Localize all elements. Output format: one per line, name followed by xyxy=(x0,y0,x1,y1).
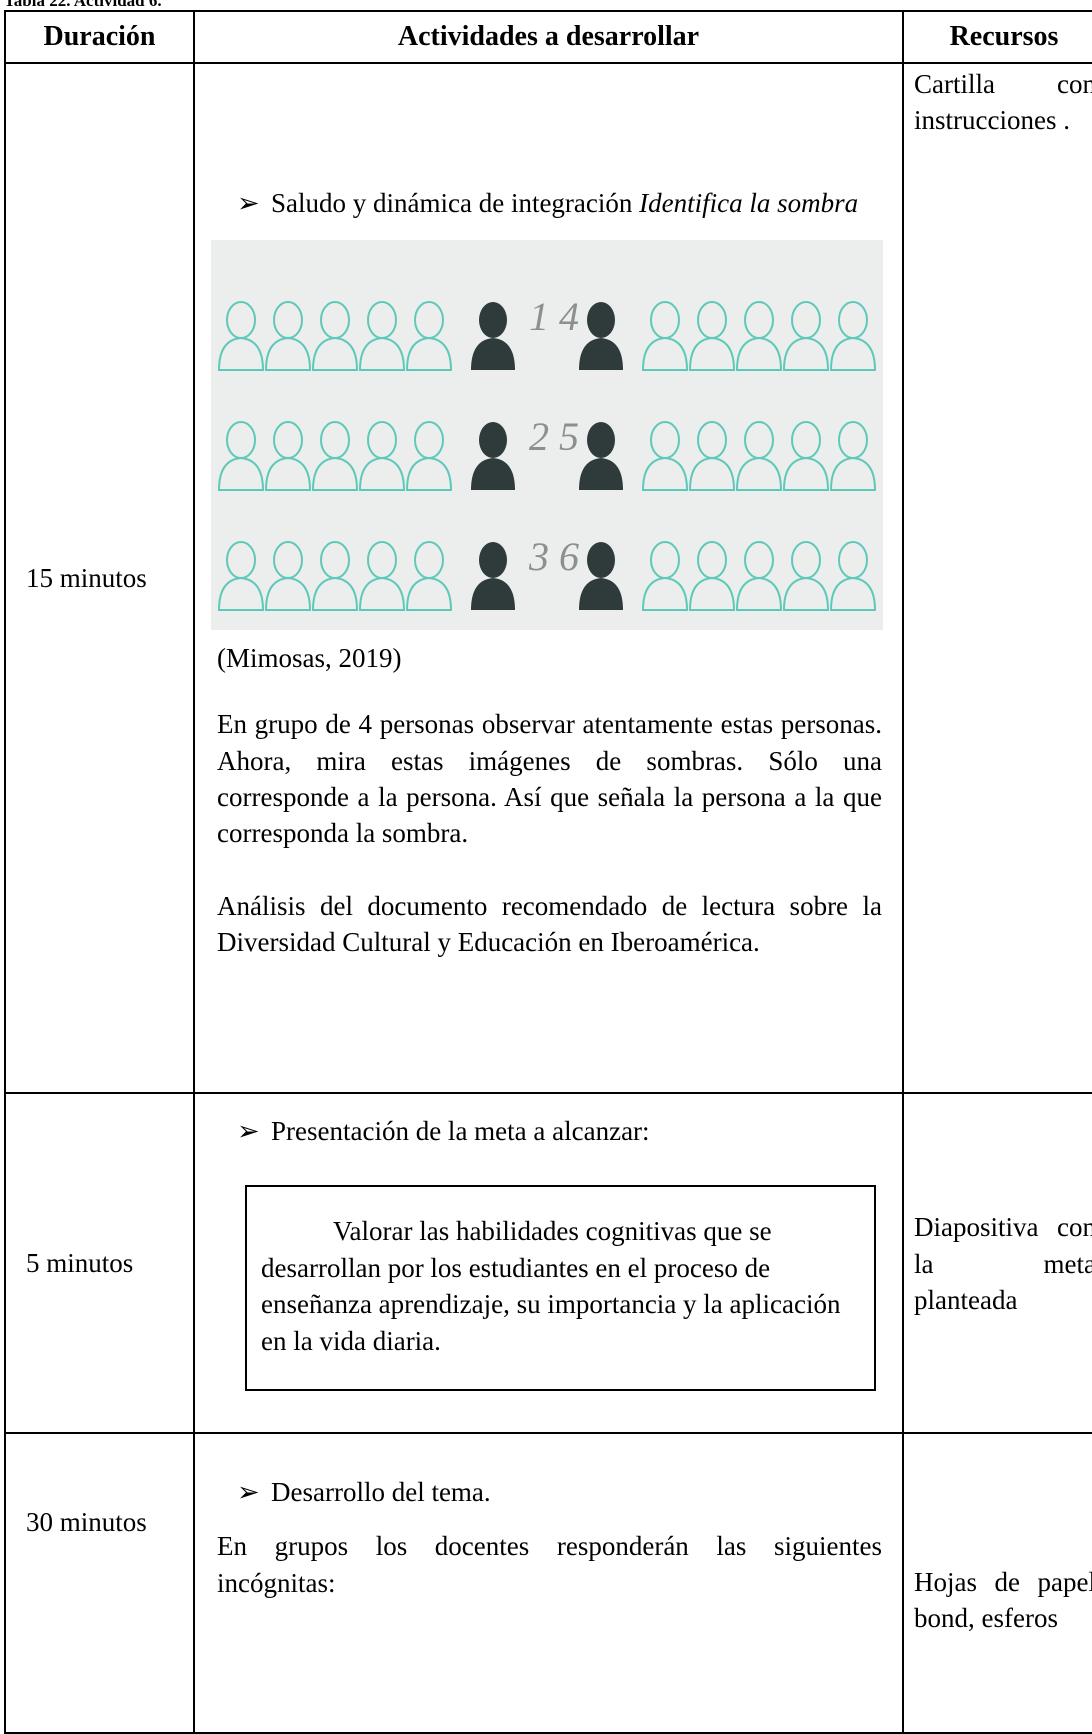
silhouette xyxy=(471,337,515,370)
header: Actividades a desarrollar xyxy=(193,10,904,64)
shadow-number: 2 xyxy=(529,414,549,459)
person-head xyxy=(697,540,727,579)
shadow-number: 5 xyxy=(559,414,579,459)
silhouette-head xyxy=(479,421,507,458)
resources: Diapositiva con la meta planteada xyxy=(902,1092,1092,1434)
duration: 15 minutos xyxy=(4,62,195,1094)
person-head xyxy=(697,300,727,339)
person-head xyxy=(650,420,680,459)
silhouette-head xyxy=(587,421,615,458)
bullet-item: ➢ Presentación de la meta a alcanzar: xyxy=(217,1113,882,1149)
person-head xyxy=(838,300,868,339)
bullet-emphasis: Identifica la sombra xyxy=(639,188,859,219)
shadow-number: 4 xyxy=(559,294,579,339)
silhouette-head xyxy=(587,301,615,338)
paragraph: En grupo de 4 personas observar atentame… xyxy=(217,709,882,849)
goal-box: Valorar las habilidades cognitivas que s… xyxy=(245,1185,876,1392)
activities: ➢ Presentación de la meta a alcanzar: Val… xyxy=(193,1092,904,1434)
bullet-text: Saludo y dinámica de integración xyxy=(271,188,633,219)
person-head xyxy=(414,540,444,579)
caption: (Mimosas, 2019) xyxy=(217,642,402,673)
person-head xyxy=(320,300,350,339)
bullet-text: Saludo y dinámica de integración Identif… xyxy=(271,185,858,221)
person-head xyxy=(838,420,868,459)
person-head xyxy=(367,300,397,339)
activity-table: Duración Actividades a desarrollar Recur… xyxy=(4,10,1092,1734)
shadow-number: 6 xyxy=(559,534,579,579)
shadow-image: 1 4 2 5 3 6 xyxy=(211,239,883,630)
resources: Cartilla con instrucciones . xyxy=(902,62,1092,1094)
person-head xyxy=(744,420,774,459)
activities: ➢ Saludo y dinámica de integración Identi… xyxy=(193,62,904,1094)
silhouette-head xyxy=(479,541,507,578)
silhouette-head xyxy=(479,301,507,338)
person-head xyxy=(226,300,256,339)
person-head xyxy=(744,540,774,579)
row: 5 minutos ➢ Presentación de la meta a alc… xyxy=(4,1092,1092,1434)
person-head xyxy=(320,420,350,459)
person-head xyxy=(414,420,444,459)
person-head xyxy=(838,540,868,579)
page: Tabla 22. Actividad 6. Duración Activida… xyxy=(4,0,1092,1734)
paragraph: Análisis del documento recomendado de le… xyxy=(217,890,882,958)
paragraph: En grupos los docentes responderán las s… xyxy=(217,1531,882,1598)
person-head xyxy=(414,300,444,339)
row: 15 minutos ➢ Saludo y dinámica de integra… xyxy=(4,62,1092,1094)
shadow-number: 3 xyxy=(528,534,549,579)
person-head xyxy=(650,300,680,339)
resources: Hojas de papel bond, esferos xyxy=(902,1432,1092,1734)
bullet-text: Desarrollo del tema. xyxy=(271,1477,491,1507)
header: Recursos xyxy=(902,10,1092,64)
person-head xyxy=(273,300,303,339)
person-head xyxy=(273,420,303,459)
silhouette-head xyxy=(587,541,615,578)
image-background xyxy=(211,239,883,630)
silhouette xyxy=(471,457,515,490)
activities: ➢ Desarrollo del tema. En grupos los doce… xyxy=(193,1432,904,1734)
person-head xyxy=(791,540,821,579)
goal-text: Valorar las habilidades cognitivas que s… xyxy=(261,1216,841,1356)
header: Duración xyxy=(4,10,195,64)
silhouette xyxy=(471,577,515,610)
person-head xyxy=(791,300,821,339)
person-head xyxy=(650,540,680,579)
person-head xyxy=(226,420,256,459)
silhouette xyxy=(579,457,623,490)
person-head xyxy=(697,420,727,459)
table-title: Tabla 22. Actividad 6. xyxy=(4,0,162,10)
person-head xyxy=(226,540,256,579)
duration: 5 minutos xyxy=(4,1092,195,1434)
row: 30 minutos ➢ Desarrollo del tema. En grup… xyxy=(4,1432,1092,1734)
person-head xyxy=(791,420,821,459)
shadow-number: 1 xyxy=(529,294,549,339)
duration: 30 minutos xyxy=(4,1432,195,1734)
person-head xyxy=(744,300,774,339)
person-head xyxy=(273,540,303,579)
silhouette xyxy=(579,337,623,370)
person-head xyxy=(367,540,397,579)
silhouette xyxy=(579,577,623,610)
person-head xyxy=(367,420,397,459)
person-head xyxy=(320,540,350,579)
bullet-item: ➢ Saludo y dinámica de integración Identi… xyxy=(217,185,882,221)
header-row: Duración Actividades a desarrollar Recur… xyxy=(4,10,1092,64)
bullet-item: ➢ Desarrollo del tema. xyxy=(217,1474,882,1510)
bullet-text: Presentación de la meta a alcanzar: xyxy=(271,1115,650,1146)
